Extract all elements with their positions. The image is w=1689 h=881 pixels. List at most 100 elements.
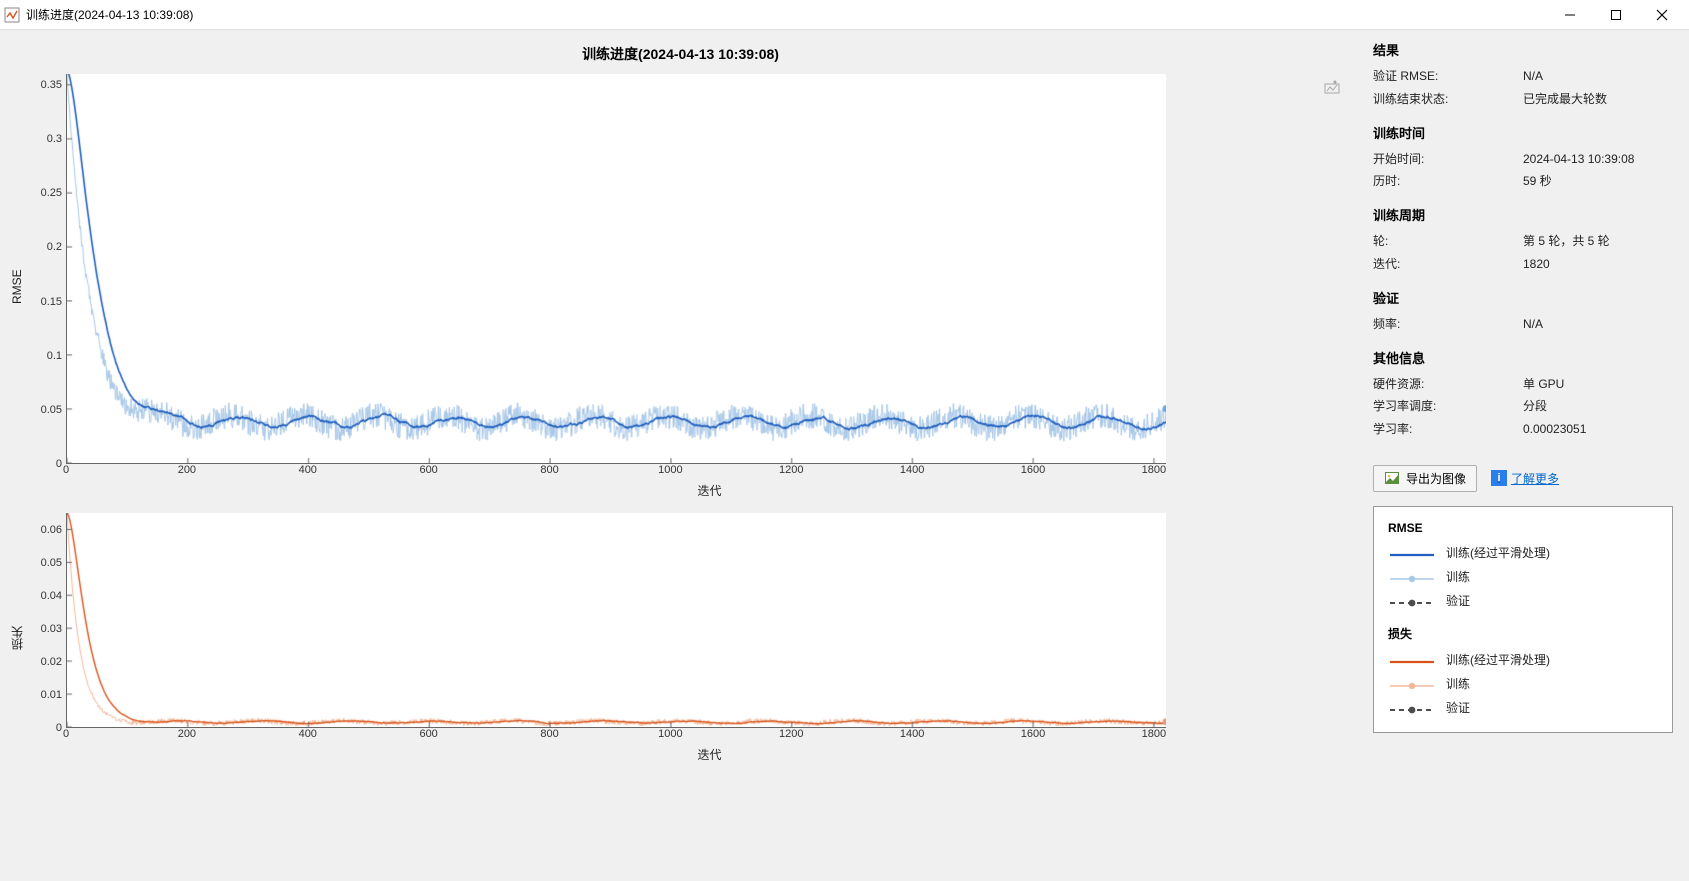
info-key: 频率: (1373, 313, 1523, 336)
info-key: 训练结束状态: (1373, 88, 1523, 111)
info-row: 历时:59 秒 (1373, 170, 1673, 193)
close-button[interactable] (1639, 0, 1685, 30)
info-row: 验证 RMSE:N/A (1373, 65, 1673, 88)
info-row: 开始时间:2024-04-13 10:39:08 (1373, 148, 1673, 171)
y-tick-label: 0.1 (47, 350, 62, 362)
loss-canvas (66, 513, 1166, 728)
minimize-button[interactable] (1547, 0, 1593, 30)
x-tick-label: 800 (540, 464, 558, 476)
legend-item: 训练(经过平滑处理) (1388, 648, 1658, 672)
legend-swatch (1388, 701, 1436, 715)
info-section-other: 其他信息硬件资源:单 GPU学习率调度:分段学习率:0.00023051 (1373, 348, 1673, 441)
x-tick-label: 1400 (900, 464, 924, 476)
export-image-label: 导出为图像 (1406, 470, 1466, 487)
info-section-validation: 验证频率:N/A (1373, 288, 1673, 336)
legend-box: RMSE 训练(经过平滑处理)训练验证 损失 训练(经过平滑处理)训练验证 (1373, 506, 1673, 733)
y-tick-label: 0.3 (47, 133, 62, 145)
info-sections: 结果验证 RMSE:N/A训练结束状态:已完成最大轮数训练时间开始时间:2024… (1373, 40, 1673, 453)
legend-swatch (1388, 594, 1436, 608)
x-tick-label: 1000 (658, 464, 682, 476)
legend-item: 训练 (1388, 672, 1658, 696)
window-title: 训练进度(2024-04-13 10:39:08) (26, 6, 193, 23)
loss-xticks: 020040060080010001200140016001800 (66, 728, 1166, 744)
info-key: 迭代: (1373, 253, 1523, 276)
info-heading: 结果 (1373, 40, 1673, 59)
info-value: N/A (1523, 65, 1673, 88)
y-tick-label: 0.35 (41, 79, 62, 91)
info-row: 学习率:0.00023051 (1373, 418, 1673, 441)
y-tick-label: 0.05 (41, 404, 62, 416)
learn-more-label: 了解更多 (1511, 470, 1559, 487)
x-tick-label: 800 (540, 728, 558, 740)
legend-label: 训练(经过平滑处理) (1446, 541, 1550, 565)
x-tick-label: 600 (419, 464, 437, 476)
legend-item: 验证 (1388, 589, 1658, 613)
x-tick-label: 400 (299, 728, 317, 740)
info-heading: 训练时间 (1373, 123, 1673, 142)
loss-chart-wrap: 损失 00.010.020.030.040.050.06 02004006008… (8, 513, 1353, 763)
info-row: 训练结束状态:已完成最大轮数 (1373, 88, 1673, 111)
y-tick-label: 0.06 (41, 524, 62, 536)
info-key: 学习率: (1373, 418, 1523, 441)
legend-loss-heading: 损失 (1388, 625, 1658, 642)
export-plot-icon[interactable] (1323, 78, 1341, 96)
app-icon (4, 7, 20, 23)
learn-more-link[interactable]: i 了解更多 (1491, 470, 1559, 487)
info-heading: 训练周期 (1373, 205, 1673, 224)
x-tick-label: 1000 (658, 728, 682, 740)
y-tick-label: 0 (56, 722, 62, 734)
action-row: 导出为图像 i 了解更多 (1373, 465, 1673, 492)
window-titlebar: 训练进度(2024-04-13 10:39:08) (0, 0, 1689, 30)
loss-plot: 020040060080010001200140016001800 迭代 (66, 513, 1353, 763)
x-tick-label: 1800 (1142, 728, 1166, 740)
main-content: 训练进度(2024-04-13 10:39:08) RMSE 00.050.10… (0, 30, 1689, 881)
rmse-yticks: 00.050.10.150.20.250.30.35 (26, 74, 66, 464)
export-image-button[interactable]: 导出为图像 (1373, 465, 1477, 492)
x-tick-label: 1600 (1021, 464, 1045, 476)
x-tick-label: 1600 (1021, 728, 1045, 740)
info-value: N/A (1523, 313, 1673, 336)
info-value: 2024-04-13 10:39:08 (1523, 148, 1673, 171)
info-key: 开始时间: (1373, 148, 1523, 171)
rmse-xticks: 020040060080010001200140016001800 (66, 464, 1166, 480)
side-panel: 结果验证 RMSE:N/A训练结束状态:已完成最大轮数训练时间开始时间:2024… (1361, 30, 1689, 881)
y-tick-label: 0.25 (41, 187, 62, 199)
x-tick-label: 600 (419, 728, 437, 740)
info-icon: i (1491, 470, 1507, 486)
info-heading: 验证 (1373, 288, 1673, 307)
info-value: 0.00023051 (1523, 418, 1673, 441)
loss-xlabel: 迭代 (66, 746, 1353, 763)
info-row: 轮:第 5 轮，共 5 轮 (1373, 230, 1673, 253)
info-value: 59 秒 (1523, 170, 1673, 193)
info-section-cycle: 训练周期轮:第 5 轮，共 5 轮迭代:1820 (1373, 205, 1673, 276)
legend-label: 训练 (1446, 672, 1470, 696)
info-key: 轮: (1373, 230, 1523, 253)
info-row: 学习率调度:分段 (1373, 395, 1673, 418)
legend-label: 验证 (1446, 696, 1470, 720)
charts-column: 训练进度(2024-04-13 10:39:08) RMSE 00.050.10… (0, 30, 1361, 881)
info-key: 历时: (1373, 170, 1523, 193)
info-value: 单 GPU (1523, 373, 1673, 396)
legend-label: 验证 (1446, 589, 1470, 613)
image-icon (1384, 470, 1400, 486)
rmse-plot: 020040060080010001200140016001800 迭代 (66, 74, 1353, 499)
legend-swatch (1388, 546, 1436, 560)
rmse-chart-wrap: RMSE 00.050.10.150.20.250.30.35 02004006… (8, 74, 1353, 499)
legend-loss-items: 训练(经过平滑处理)训练验证 (1388, 648, 1658, 720)
info-key: 学习率调度: (1373, 395, 1523, 418)
info-key: 硬件资源: (1373, 373, 1523, 396)
info-section-results: 结果验证 RMSE:N/A训练结束状态:已完成最大轮数 (1373, 40, 1673, 111)
rmse-canvas (66, 74, 1166, 464)
x-tick-label: 0 (63, 728, 69, 740)
legend-swatch (1388, 570, 1436, 584)
info-row: 频率:N/A (1373, 313, 1673, 336)
y-tick-label: 0.15 (41, 296, 62, 308)
legend-item: 训练(经过平滑处理) (1388, 541, 1658, 565)
legend-swatch (1388, 677, 1436, 691)
rmse-xlabel: 迭代 (66, 482, 1353, 499)
legend-rmse-items: 训练(经过平滑处理)训练验证 (1388, 541, 1658, 613)
info-key: 验证 RMSE: (1373, 65, 1523, 88)
maximize-button[interactable] (1593, 0, 1639, 30)
info-section-time: 训练时间开始时间:2024-04-13 10:39:08历时:59 秒 (1373, 123, 1673, 194)
x-tick-label: 0 (63, 464, 69, 476)
